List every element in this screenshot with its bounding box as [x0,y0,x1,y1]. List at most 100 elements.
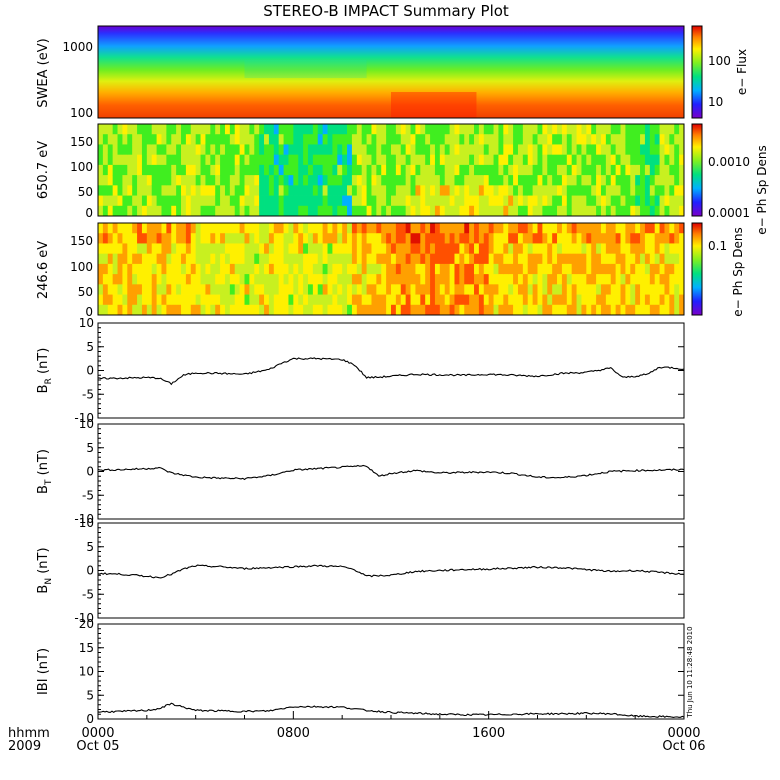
pad246-cell [488,223,494,234]
pad246-cell [522,284,529,295]
pad650-cell [98,154,104,166]
pad246-cell [566,284,573,295]
pad246-cell [224,263,231,275]
pad650-cell [415,195,421,207]
pad650-cell [224,195,231,207]
pad246-cell [439,243,446,255]
pad650-cell [493,164,499,176]
pad246-cell [459,233,465,244]
pad246-cell [283,263,289,275]
pad650-cell [615,124,621,135]
pad246-cell [386,284,392,295]
pad650-cell [166,175,172,186]
pad650-cell [141,195,148,207]
pad246-cell [674,294,680,306]
pad246-cell [327,243,333,255]
pad246-cell [312,233,319,244]
pad246-cell [513,243,519,255]
pad650-cell [395,205,402,217]
pad246-cell [332,243,338,255]
pad650-cell [342,154,348,166]
line-panel-frame [97,423,685,520]
pad246-cell [561,223,568,234]
pad650-cell [176,205,182,217]
pad650-cell [249,185,255,196]
pad246-cell [513,253,519,265]
pad246-cell [185,233,192,244]
pad650-cell [591,144,597,156]
pad650-cell [488,175,494,186]
pad650-cell [498,175,504,186]
pad650-cell [527,185,534,196]
pad246-cell [517,294,524,306]
pad650-cell [488,185,494,196]
pad650-cell [181,175,187,186]
pad246-cell [640,274,646,285]
pad246-cell [483,284,490,295]
pad650-cell [532,144,538,156]
pad246-cell [405,304,411,316]
pad246-cell [239,284,245,295]
pad650-cell [415,154,421,166]
pad246-cell [581,223,587,234]
pad650-cell [342,144,348,156]
pad246-cell [132,284,138,295]
pad246-cell [283,243,289,255]
pad246-cell [552,294,558,306]
pad246-cell [635,284,641,295]
pad246-cell [571,243,577,255]
pad246-cell [195,263,201,275]
pad650-cell [239,175,245,186]
pad246-cell [356,284,363,295]
pad650-cell [669,154,675,166]
pad650-cell [635,154,641,166]
pad650-cell [185,195,192,207]
pad650-cell [620,195,626,207]
pad246-cell [220,284,226,295]
pad246-cell [474,233,480,244]
pad650-cell [464,175,470,186]
pad650-cell [493,134,499,145]
pad650-cell [239,205,245,217]
pad650-cell [615,144,621,156]
pad650-cell [185,154,192,166]
pad246-cell [478,274,485,285]
pad650-cell [273,124,280,135]
pad650-cell [303,205,309,217]
pad246-cell [327,223,333,234]
pad246-cell [205,274,211,285]
pad246-cell [195,304,201,316]
pad246-cell [420,253,426,265]
pad246-cell [610,253,617,265]
pad650-cell [181,164,187,176]
pad246-cell [620,233,626,244]
pad650-cell [161,124,167,135]
pad650-cell [361,195,367,207]
pad650-cell [112,154,118,166]
ytick-label: 0 [86,465,94,479]
pad246-cell [649,223,656,234]
pad246-cell [469,233,475,244]
pad246-cell [430,243,436,255]
pad246-cell [547,304,553,316]
pad650-cell [469,185,475,196]
pad650-cell [537,124,543,135]
pad246-cell [303,294,309,306]
pad246-cell [239,263,245,275]
pad246-cell [474,223,480,234]
pad246-cell [552,284,558,295]
pad246-cell [132,243,138,255]
pad650-cell [347,154,353,166]
pad650-cell [679,154,685,166]
pad246-cell [229,284,236,295]
pad246-cell [312,294,319,306]
pad246-cell [542,253,548,265]
pad650-cell [381,154,387,166]
pad246-cell [190,233,197,244]
pad246-cell [161,294,167,306]
pad650-cell [454,175,460,186]
pad650-cell [98,134,104,145]
pad650-cell [205,164,211,176]
pad246-cell [293,304,299,316]
pad650-cell [107,154,114,166]
